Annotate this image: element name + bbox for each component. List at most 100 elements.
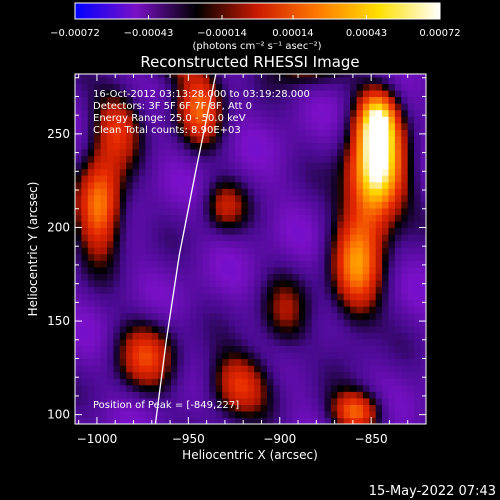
heatmap-cell bbox=[369, 74, 377, 78]
heatmap-cell bbox=[158, 247, 166, 255]
heatmap-cell bbox=[171, 188, 178, 196]
heatmap-cell bbox=[286, 96, 294, 104]
heatmap-cell bbox=[215, 286, 223, 294]
heatmap-cell bbox=[113, 201, 121, 209]
heatmap-cell bbox=[203, 135, 210, 143]
heatmap-cell bbox=[100, 247, 108, 255]
heatmap-cell bbox=[247, 371, 255, 379]
heatmap-cell bbox=[222, 227, 230, 235]
heatmap-cell bbox=[305, 142, 313, 150]
heatmap-cell bbox=[196, 201, 204, 209]
heatmap-cell bbox=[407, 194, 415, 202]
heatmap-cell bbox=[382, 384, 390, 392]
heatmap-cell bbox=[177, 345, 185, 353]
heatmap-cell bbox=[113, 122, 121, 130]
heatmap-cell bbox=[126, 306, 134, 314]
heatmap-cell bbox=[267, 286, 274, 294]
heatmap-cell bbox=[158, 207, 166, 215]
heatmap-cell bbox=[113, 103, 121, 111]
heatmap-cell bbox=[228, 293, 236, 301]
heatmap-cell bbox=[298, 188, 306, 196]
heatmap-cell bbox=[260, 332, 268, 340]
heatmap-cell bbox=[318, 207, 326, 215]
heatmap-cell bbox=[330, 135, 338, 143]
heatmap-cell bbox=[356, 358, 364, 366]
heatmap-cell bbox=[100, 312, 108, 320]
heatmap-cell bbox=[171, 371, 178, 379]
heatmap-cell bbox=[241, 365, 249, 373]
heatmap-cell bbox=[260, 103, 268, 111]
heatmap-cell bbox=[145, 404, 153, 412]
heatmap-cell bbox=[267, 142, 274, 150]
heatmap-cell bbox=[318, 240, 326, 248]
heatmap-cell bbox=[311, 319, 319, 327]
heatmap-cell bbox=[350, 312, 358, 320]
heatmap-cell bbox=[407, 371, 415, 379]
heatmap-cell bbox=[75, 194, 82, 202]
heatmap-cell bbox=[311, 142, 319, 150]
heatmap-cell bbox=[196, 103, 204, 111]
heatmap-cell bbox=[151, 240, 159, 248]
heatmap-cell bbox=[273, 175, 281, 183]
heatmap-cell bbox=[228, 351, 236, 360]
heatmap-cell bbox=[401, 162, 409, 170]
heatmap-cell bbox=[382, 89, 390, 98]
heatmap-cell bbox=[273, 417, 281, 424]
heatmap-cell bbox=[330, 404, 338, 412]
heatmap-cell bbox=[107, 279, 114, 288]
heatmap-cell bbox=[401, 365, 409, 373]
colorbar-tick-labels: −0.00072 −0.00043 −0.00014 0.00014 0.00043 0.… bbox=[50, 28, 461, 39]
heatmap-cell bbox=[87, 234, 95, 242]
heatmap-cell bbox=[158, 194, 166, 202]
heatmap-image bbox=[75, 74, 426, 424]
heatmap-cell bbox=[369, 168, 377, 176]
heatmap-cell bbox=[215, 188, 223, 196]
heatmap-cell bbox=[145, 220, 153, 229]
x-axis-ticks: −1000 −950 −900 −850 bbox=[77, 74, 427, 446]
heatmap-cell bbox=[318, 404, 326, 412]
heatmap-cell bbox=[203, 404, 210, 412]
heatmap-cell bbox=[305, 286, 313, 294]
heatmap-cell bbox=[107, 194, 114, 202]
heatmap-cell bbox=[394, 162, 402, 170]
heatmap-cell bbox=[241, 299, 249, 307]
heatmap-cell bbox=[94, 129, 102, 137]
heatmap-cell bbox=[362, 135, 370, 143]
heatmap-cell bbox=[350, 299, 358, 307]
heatmap-cell bbox=[318, 293, 326, 301]
heatmap-cell bbox=[100, 279, 108, 288]
heatmap-cell bbox=[113, 279, 121, 288]
heatmap-cell bbox=[241, 148, 249, 157]
heatmap-cell bbox=[94, 240, 102, 248]
heatmap-cell bbox=[305, 96, 313, 104]
heatmap-cell bbox=[292, 365, 300, 373]
heatmap-cell bbox=[183, 148, 191, 157]
heatmap-cell bbox=[298, 338, 306, 346]
heatmap-cell bbox=[126, 175, 134, 183]
heatmap-cell bbox=[228, 109, 236, 117]
heatmap-cell bbox=[235, 74, 242, 78]
heatmap-cell bbox=[177, 148, 185, 157]
heatmap-cell bbox=[241, 220, 249, 229]
heatmap-cell bbox=[151, 404, 159, 412]
heatmap-cell bbox=[139, 240, 146, 248]
heatmap-cell bbox=[145, 214, 153, 222]
heatmap-cell bbox=[100, 345, 108, 353]
heatmap-cell bbox=[298, 142, 306, 150]
heatmap-cell bbox=[318, 365, 326, 373]
heatmap-cell bbox=[337, 365, 345, 373]
heatmap-cell bbox=[267, 227, 274, 235]
heatmap-cell bbox=[420, 109, 426, 117]
heatmap-cell bbox=[132, 175, 140, 183]
heatmap-cell bbox=[254, 397, 262, 405]
heatmap-cell bbox=[362, 253, 370, 261]
heatmap-cell bbox=[145, 194, 153, 202]
heatmap-cell bbox=[279, 181, 287, 189]
heatmap-cell bbox=[420, 207, 426, 215]
heatmap-cell bbox=[388, 207, 396, 215]
heatmap-cell bbox=[267, 122, 274, 130]
heatmap-cell bbox=[305, 417, 313, 424]
heatmap-cell bbox=[247, 240, 255, 248]
heatmap-cell bbox=[190, 109, 198, 117]
